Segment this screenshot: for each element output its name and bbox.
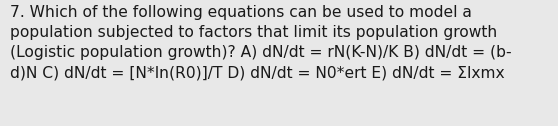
Text: 7. Which of the following equations can be used to model a
population subjected : 7. Which of the following equations can … [10, 5, 512, 80]
